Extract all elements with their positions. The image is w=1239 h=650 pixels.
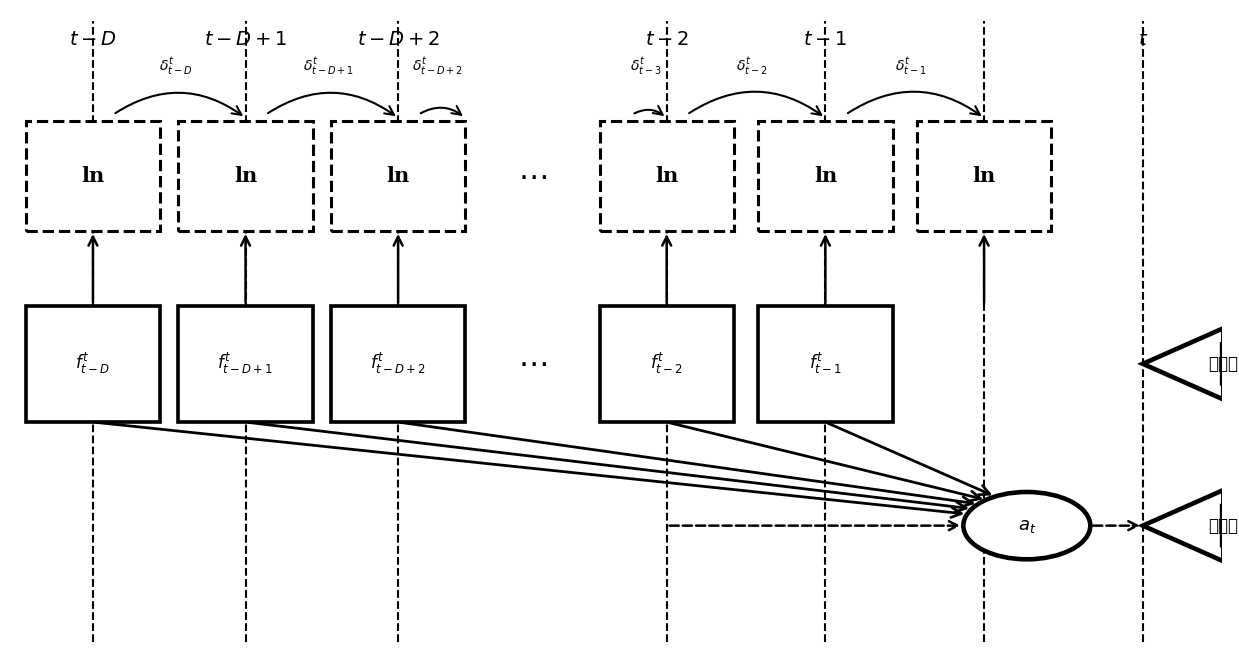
Text: 实际值: 实际值 xyxy=(1208,517,1238,535)
Text: 预报值: 预报值 xyxy=(1208,355,1238,373)
Polygon shape xyxy=(1142,328,1223,400)
Text: $f^t_{t-2}$: $f^t_{t-2}$ xyxy=(650,351,683,376)
Text: $t-2$: $t-2$ xyxy=(644,31,689,49)
FancyBboxPatch shape xyxy=(178,121,312,231)
Text: $t-D+2$: $t-D+2$ xyxy=(357,31,440,49)
Text: $t-1$: $t-1$ xyxy=(803,31,847,49)
Text: $\delta^t_{t-2}$: $\delta^t_{t-2}$ xyxy=(736,55,768,77)
FancyBboxPatch shape xyxy=(758,306,892,422)
Polygon shape xyxy=(1142,490,1223,561)
Text: $\cdots$: $\cdots$ xyxy=(518,349,546,378)
Text: ln: ln xyxy=(655,166,678,186)
FancyBboxPatch shape xyxy=(600,306,733,422)
Text: ln: ln xyxy=(973,166,996,186)
FancyBboxPatch shape xyxy=(758,121,892,231)
FancyBboxPatch shape xyxy=(178,306,312,422)
Text: $\delta^t_{t-D}$: $\delta^t_{t-D}$ xyxy=(159,55,192,77)
Text: $\delta^t_{t-D+2}$: $\delta^t_{t-D+2}$ xyxy=(413,55,463,77)
Text: $\delta^t_{t-D+1}$: $\delta^t_{t-D+1}$ xyxy=(302,55,353,77)
FancyBboxPatch shape xyxy=(331,306,466,422)
Text: $f^t_{t-D+1}$: $f^t_{t-D+1}$ xyxy=(217,351,274,376)
FancyBboxPatch shape xyxy=(917,121,1051,231)
Text: $t$: $t$ xyxy=(1137,31,1147,49)
Circle shape xyxy=(964,492,1090,559)
Text: $f^t_{t-D}$: $f^t_{t-D}$ xyxy=(76,351,110,376)
Text: $f^t_{t-D+2}$: $f^t_{t-D+2}$ xyxy=(370,351,426,376)
Text: ln: ln xyxy=(387,166,410,186)
Text: $\cdots$: $\cdots$ xyxy=(518,162,546,190)
Text: $t-D+1$: $t-D+1$ xyxy=(204,31,287,49)
FancyBboxPatch shape xyxy=(26,306,160,422)
FancyBboxPatch shape xyxy=(331,121,466,231)
FancyBboxPatch shape xyxy=(26,121,160,231)
Text: $f^t_{t-1}$: $f^t_{t-1}$ xyxy=(809,351,843,376)
Text: $\delta^t_{t-3}$: $\delta^t_{t-3}$ xyxy=(629,55,662,77)
Text: ln: ln xyxy=(82,166,104,186)
FancyBboxPatch shape xyxy=(600,121,733,231)
Text: ln: ln xyxy=(234,166,258,186)
Text: $t-D$: $t-D$ xyxy=(69,31,116,49)
Text: ln: ln xyxy=(814,166,838,186)
Text: $a_t$: $a_t$ xyxy=(1017,517,1036,535)
Text: $\delta^t_{t-1}$: $\delta^t_{t-1}$ xyxy=(895,55,927,77)
